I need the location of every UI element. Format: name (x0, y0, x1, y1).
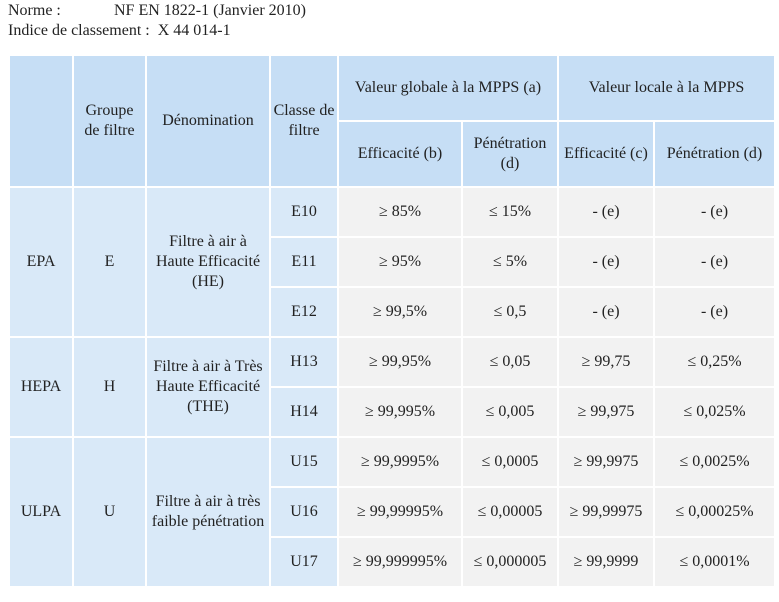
header-valeur-globale: Valeur globale à la MPPS (a) (337, 54, 559, 122)
filter-class-cell: U15 (269, 436, 339, 488)
global-penetration-cell: ≤ 0,05 (461, 336, 559, 388)
denomination-cell: Filtre à air à très faible pénétration (145, 436, 271, 588)
filter-class-cell: E12 (269, 286, 339, 338)
local-penetration-cell: ≤ 0,00025% (653, 486, 776, 538)
filter-type-cell: EPA (8, 186, 74, 338)
local-penetration-cell: - (e) (653, 236, 776, 288)
table-row: H14 ≥ 99,995% ≤ 0,005 ≥ 99,975 ≤ 0,025% (9, 386, 776, 438)
global-penetration-cell: ≤ 0,0005 (461, 436, 559, 488)
filter-classification-table: Groupe de filtre Dénomination Classe de … (8, 54, 776, 588)
table-row: HEPA H Filtre à air à Très Haute Efficacit… (8, 336, 776, 438)
global-efficiency-cell: ≥ 99,95% (337, 336, 463, 388)
global-penetration-cell: ≤ 0,5 (461, 286, 559, 338)
local-efficiency-cell: - (e) (557, 286, 655, 338)
denomination-cell: Filtre à air à Très Haute Efficacité (TH… (145, 336, 271, 438)
norme-line: Norme : NF EN 1822-1 (Janvier 2010) (8, 1, 306, 21)
header-efficacite-c: Efficacité (c) (557, 120, 655, 188)
local-efficiency-cell: ≥ 99,75 (557, 336, 655, 388)
global-efficiency-cell: ≥ 99,99995% (337, 486, 463, 538)
indice-value: X 44 014-1 (157, 22, 231, 39)
local-penetration-cell: - (e) (653, 186, 776, 238)
local-penetration-cell: ≤ 0,0025% (653, 436, 776, 488)
header-penetration-d-local: Pénétration (d) (653, 120, 776, 188)
local-efficiency-cell: ≥ 99,975 (557, 386, 655, 438)
local-penetration-cell: ≤ 0,025% (653, 386, 776, 438)
norme-value: NF EN 1822-1 (Janvier 2010) (114, 2, 306, 19)
local-penetration-cell: ≤ 0,25% (653, 336, 776, 388)
norme-label: Norme : (8, 2, 61, 19)
table-row: EPA E Filtre à air à Haute Efficacité (HE)… (8, 186, 776, 338)
local-efficiency-cell: - (e) (557, 186, 655, 238)
filter-class-cell: U16 (269, 486, 339, 538)
global-penetration-cell: ≤ 15% (461, 186, 559, 238)
local-penetration-cell: - (e) (653, 286, 776, 338)
local-efficiency-cell: ≥ 99,99975 (557, 486, 655, 538)
local-efficiency-cell: - (e) (557, 236, 655, 288)
global-efficiency-cell: ≥ 99,9995% (337, 436, 463, 488)
header-denomination: Dénomination (145, 54, 271, 188)
filter-class-cell: H13 (269, 336, 339, 388)
filter-class-cell: H14 (269, 386, 339, 438)
local-penetration-cell: ≤ 0,0001% (653, 536, 776, 588)
filter-type-cell: ULPA (8, 436, 74, 588)
header-valeur-locale: Valeur locale à la MPPS (557, 54, 776, 122)
header-groupe: Groupe de filtre (72, 54, 147, 188)
global-penetration-cell: ≤ 0,000005 (461, 536, 559, 588)
global-penetration-cell: ≤ 0,00005 (461, 486, 559, 538)
header-penetration-d: Pénétration (d) (461, 120, 559, 188)
global-efficiency-cell: ≥ 99,999995% (337, 536, 463, 588)
filter-group-cell: E (72, 186, 147, 338)
indice-line: Indice de classement : X 44 014-1 (8, 21, 231, 41)
global-efficiency-cell: ≥ 99,995% (337, 386, 463, 438)
filter-group-cell: H (72, 336, 147, 438)
global-penetration-cell: ≤ 0,005 (461, 386, 559, 438)
header-efficacite-b: Efficacité (b) (337, 120, 463, 188)
table-row: E11 ≥ 95% ≤ 5% - (e) - (e) (9, 236, 776, 288)
local-efficiency-cell: ≥ 99,9975 (557, 436, 655, 488)
global-efficiency-cell: ≥ 99,5% (337, 286, 463, 338)
table-row: ULPA U Filtre à air à très faible pénétrat… (8, 436, 776, 588)
global-penetration-cell: ≤ 5% (461, 236, 559, 288)
filter-class-cell: E11 (269, 236, 339, 288)
header-type (8, 54, 74, 188)
header-classe: Classe de filtre (269, 54, 339, 188)
denomination-cell: Filtre à air à Haute Efficacité (HE) (145, 186, 271, 338)
table-row: U17 ≥ 99,999995% ≤ 0,000005 ≥ 99,9999 ≤ 0,00… (9, 536, 776, 588)
filter-group-cell: U (72, 436, 147, 588)
filter-class-cell: E10 (269, 186, 339, 238)
global-efficiency-cell: ≥ 85% (337, 186, 463, 238)
local-efficiency-cell: ≥ 99,9999 (557, 536, 655, 588)
filter-class-cell: U17 (269, 536, 339, 588)
filter-type-cell: HEPA (8, 336, 74, 438)
table-row: E12 ≥ 99,5% ≤ 0,5- (e) - (e) (9, 286, 776, 338)
global-efficiency-cell: ≥ 95% (337, 236, 463, 288)
table-row: U16 ≥ 99,99995% ≤ 0,00005 ≥ 99,99975 ≤ 0,000… (9, 486, 776, 538)
indice-label: Indice de classement : (8, 22, 150, 39)
table-body: EPA E Filtre à air à Haute Efficacité (HE)… (8, 186, 776, 588)
